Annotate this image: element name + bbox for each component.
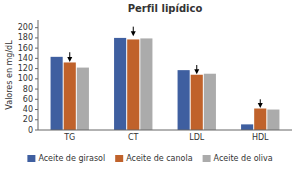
series xyxy=(77,38,280,130)
legend-label: Aceite de oliva xyxy=(214,154,273,163)
bar xyxy=(204,74,216,130)
y-tick-label: 200 xyxy=(18,23,33,32)
plot-area xyxy=(51,27,280,130)
y-tick-label: 40 xyxy=(23,105,33,114)
arrow xyxy=(194,65,199,74)
legend-item: Aceite de girasol xyxy=(27,154,105,163)
arrow xyxy=(131,27,136,37)
bar xyxy=(77,68,89,130)
legend-label: Aceite de canola xyxy=(126,154,193,163)
series xyxy=(64,39,267,130)
bar xyxy=(51,57,63,130)
y-tick-label: 20 xyxy=(23,115,33,124)
bar xyxy=(140,38,152,130)
arrow-head xyxy=(131,31,136,36)
y-tick-label: 180 xyxy=(18,33,33,42)
series xyxy=(51,38,254,130)
bar xyxy=(267,110,279,130)
y-axis-line xyxy=(38,20,39,130)
bar xyxy=(127,39,139,130)
x-tick-label: TG xyxy=(63,133,75,142)
y-tick-label: 120 xyxy=(18,64,33,73)
x-tick-label: LDL xyxy=(189,133,205,142)
arrow-head xyxy=(67,57,72,62)
bar xyxy=(191,75,203,130)
arrow-head xyxy=(258,103,263,108)
y-tick-label: 160 xyxy=(18,44,33,53)
arrow-head xyxy=(194,69,199,74)
bar xyxy=(241,124,253,130)
y-tick-label: 140 xyxy=(18,54,33,63)
legend-item: Aceite de canola xyxy=(115,154,193,163)
y-tick-label: 100 xyxy=(18,74,33,83)
arrow xyxy=(258,99,263,108)
y-tick-label: 0 xyxy=(28,126,33,135)
legend-item: Aceite de oliva xyxy=(203,154,273,163)
arrow xyxy=(67,52,72,62)
bar xyxy=(64,62,76,130)
legend: Aceite de girasol Aceite de canola Aceite … xyxy=(27,154,272,163)
legend-swatch xyxy=(203,155,211,162)
title: Perfil lipídico xyxy=(128,3,203,14)
bar xyxy=(114,38,126,130)
y-tick-label: 60 xyxy=(23,95,33,104)
chart: Perfil lipídico Valores en mg/dL 0 20406080… xyxy=(0,0,300,169)
bar xyxy=(254,109,266,130)
x-axis-line xyxy=(38,130,292,131)
legend-swatch xyxy=(27,155,35,162)
x-tick-label: HDL xyxy=(252,133,269,142)
legend-swatch xyxy=(115,155,123,162)
y-ticks: 0 20406080 100120140160 180200 xyxy=(18,23,38,134)
y-axis-label: Valores en mg/dL xyxy=(5,40,14,110)
bar xyxy=(178,70,190,130)
y-tick-label: 80 xyxy=(23,85,33,94)
x-tick-label: CT xyxy=(128,133,139,142)
legend-label: Aceite de girasol xyxy=(38,154,105,163)
